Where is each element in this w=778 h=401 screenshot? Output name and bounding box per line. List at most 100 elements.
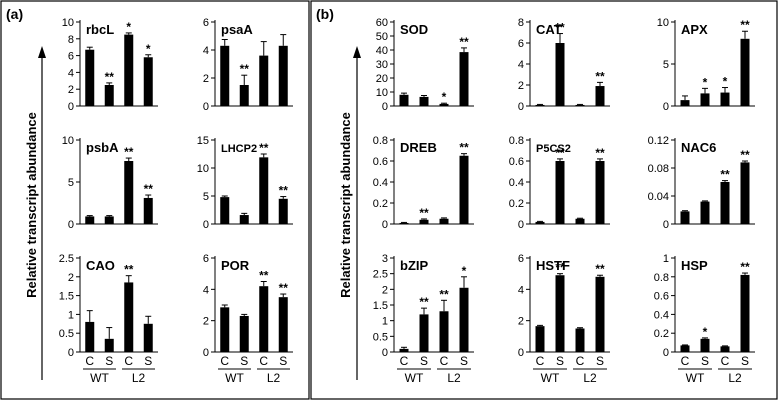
y-tick-label: 0 [203,101,209,113]
bar-CAO-3 [124,282,134,352]
group-label: WT [405,371,424,385]
bar-SOD-3 [439,103,449,106]
bar-CAT-4 [595,86,605,106]
y-tick-label: 0 [68,101,74,113]
y-tick-label: 0.8 [373,135,388,147]
y-tick-label: 0.8 [509,135,524,147]
bar-NAC6-3 [720,182,730,224]
y-tick-label: 0.04 [648,191,669,203]
significance-mark: ** [279,281,289,295]
y-tick-label: 4 [203,45,209,57]
y-tick-label: 30 [376,59,388,71]
group-label: L2 [447,371,461,385]
chart-title: APX [681,22,708,37]
bar-POR-4 [278,297,288,352]
bar-psaA-2 [239,85,249,106]
y-tick-label: 10 [197,163,209,175]
significance-mark: ** [555,146,565,160]
chart-title: CAO [86,258,115,273]
x-category-label: C [721,354,730,368]
x-category-label: S [144,354,152,368]
bar-HSP-1 [680,345,690,352]
y-tick-label: 0.6 [654,291,669,303]
bar-psaA-4 [278,45,288,106]
x-category-label: S [460,354,468,368]
chart-title: rbcL [86,22,114,37]
significance-mark: * [126,20,131,34]
chart-title: CAT [536,22,562,37]
y-tick-label: 4 [518,284,524,296]
significance-mark: * [442,90,447,104]
bar-LHCP2-3 [259,157,269,224]
bar-APX-3 [720,92,730,106]
panel-b-label: (b) [316,6,334,22]
y-tick-label: 0.08 [648,163,669,175]
chart-title: HSTF [536,258,570,273]
x-category-label: S [596,354,604,368]
y-tick-label: 6 [518,253,524,265]
bar-SOD-4 [459,52,469,106]
panel-a-label: (a) [6,6,23,22]
y-tick-label: 4 [203,284,209,296]
y-tick-label: 2 [518,316,524,328]
bar-DREB-2 [419,219,429,224]
y-tick-label: 2 [518,80,524,92]
y-tick-label: 2.5 [59,253,74,265]
x-category-label: C [400,354,409,368]
bar-bZIP-4 [459,287,469,352]
bar-APX-1 [680,100,690,106]
y-tick-label: 0.6 [509,156,524,168]
group-label: L2 [267,371,281,385]
chart-title: P5CS2 [536,143,571,155]
significance-mark: ** [740,260,750,274]
x-category-label: C [124,354,133,368]
x-category-label: C [536,354,545,368]
bar-rbcL-3 [124,34,134,106]
significance-mark: ** [419,295,429,309]
y-tick-label: 0 [663,347,669,359]
significance-mark: * [723,75,728,89]
significance-mark: * [462,264,467,278]
y-tick-label: 20 [376,73,388,85]
bar-LHCP2-1 [220,197,230,224]
y-tick-label: 0.2 [654,328,669,340]
bar-CAT-3 [575,104,585,106]
significance-mark: ** [740,18,750,32]
bar-psbA-3 [124,161,134,224]
bar-CAT-1 [535,104,545,106]
y-tick-label: 1.5 [373,300,388,312]
y-tick-label: 4 [518,59,524,71]
significance-mark: ** [240,62,250,76]
bar-SOD-2 [419,96,429,106]
y-tick-label: 10 [62,17,74,29]
bar-DREB-3 [439,218,449,224]
x-category-label: C [576,354,585,368]
y-tick-label: 2 [382,284,388,296]
bar-rbcL-1 [85,49,95,106]
panel-a-frame [0,0,310,400]
y-tick-label: 0 [382,347,388,359]
chart-nac6: 0 0.04 0.08 0.12 NAC6 ** ** [648,135,755,231]
y-tick-label: 6 [203,17,209,29]
y-tick-label: 0 [663,219,669,231]
significance-mark: ** [259,269,269,283]
x-category-label: S [556,354,564,368]
significance-mark: ** [595,262,605,276]
y-tick-label: 2 [203,316,209,328]
y-tick-label: 5 [68,177,74,189]
y-tick-label: 0 [382,219,388,231]
y-axis-arrowhead-b [353,46,361,58]
bar-CAO-1 [85,321,95,352]
bar-P5CS2-2 [555,161,565,224]
bar-APX-4 [740,38,750,106]
y-tick-label: 2 [203,73,209,85]
y-tick-label: 2 [68,272,74,284]
group-label: WT [90,371,109,385]
bar-POR-3 [259,286,269,352]
group-label: WT [541,371,560,385]
y-tick-label: 1 [382,316,388,328]
significance-mark: ** [740,148,750,162]
